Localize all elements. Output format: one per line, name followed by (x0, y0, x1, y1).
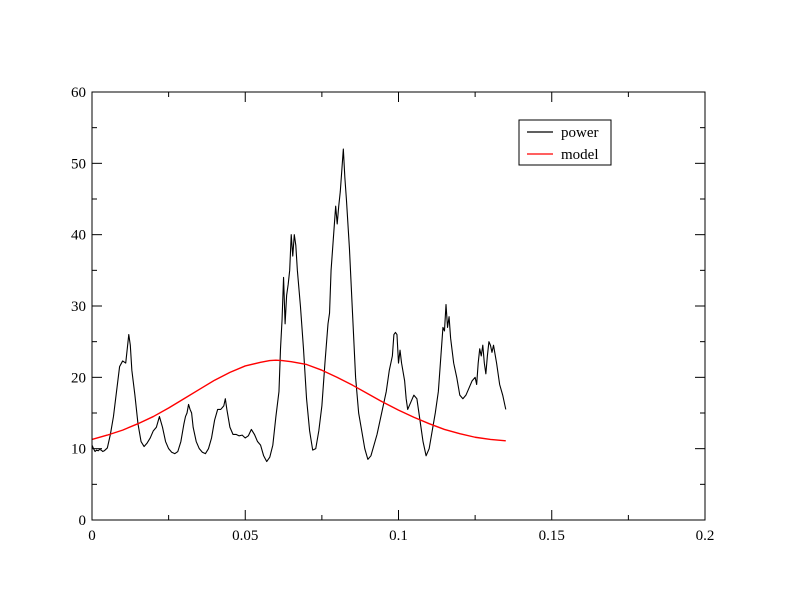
y-tick-label: 20 (71, 370, 86, 386)
y-tick-label: 10 (71, 442, 86, 458)
legend-box (518, 119, 612, 166)
y-tick-label: 60 (71, 85, 86, 101)
series-line-power (91, 148, 507, 463)
legend-items: power model (527, 125, 599, 163)
legend-label-power: power (561, 125, 599, 141)
x-tick-label: 0.1 (389, 528, 408, 544)
series-line-model (91, 359, 506, 442)
y-tick-label: 30 (71, 299, 86, 315)
x-tick-label: 0.15 (539, 528, 565, 544)
legend: power model (518, 119, 612, 166)
legend-label-model: model (561, 147, 599, 163)
series-lines (91, 148, 507, 463)
tick-labels: 0 0.05 0.1 0.15 0.2 0 10 20 30 40 50 60 (71, 85, 714, 544)
y-tick-label: 0 (79, 513, 87, 529)
tick-marks (91, 91, 706, 521)
plot-frame (91, 91, 706, 521)
x-tick-label: 0 (88, 528, 96, 544)
x-tick-label: 0.2 (696, 528, 715, 544)
y-tick-label: 50 (71, 156, 86, 172)
y-tick-label: 40 (71, 228, 86, 244)
x-tick-label: 0.05 (232, 528, 258, 544)
